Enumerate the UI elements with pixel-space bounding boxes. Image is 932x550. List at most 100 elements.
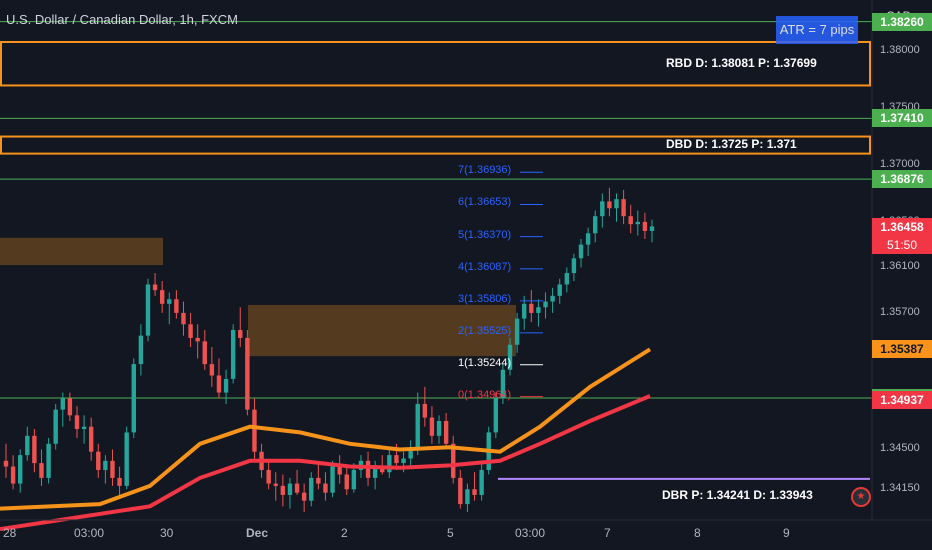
candle-body [344,474,349,490]
candle-body [287,483,293,495]
candle-body [351,469,357,490]
candle-body [621,199,626,217]
candle-body [479,469,484,495]
candle-body [451,443,456,478]
candle-body [3,460,9,467]
time-tick-label: 28 [3,526,17,540]
candle-body [522,303,527,319]
candle-body [202,341,207,365]
candle-body [443,421,449,444]
candle-body [635,221,641,225]
fib-level-label: 1(1.35244) [458,356,512,369]
candle-body [472,489,477,495]
price-tick-label: 1.34150 [880,482,920,495]
candle-body [649,226,655,231]
candle-body [195,337,200,342]
candle-body [415,403,420,450]
candle-body [408,449,413,459]
time-tick-label: 5 [447,526,454,540]
candle-body [145,284,151,336]
candle-body [273,483,278,486]
candle-body [422,403,428,418]
candle-body [607,201,612,209]
candle-body [436,421,442,436]
candle-body [88,426,94,452]
candle-body [103,460,108,470]
candle-body [39,463,44,478]
candle-body [628,216,633,225]
time-tick-label: 03:00 [515,526,546,540]
price-tag-3: 1.36458 [872,217,932,236]
candle-body [593,216,598,234]
candle-body [301,492,307,501]
candle-body [67,398,73,416]
ema-slow-line [0,394,651,532]
candle-body [32,435,37,464]
us-flag-icon[interactable]: ★ [851,487,871,507]
chart-title: U.S. Dollar / Canadian Dollar, 1h, FXCM [6,12,238,27]
candle-body [380,466,385,473]
zone-box-1 [0,135,871,155]
candle-body [10,466,16,484]
candle-body [458,477,463,505]
price-tag-1: 1.37410 [872,109,932,128]
candle-body [372,466,378,478]
candle-body [507,344,513,370]
candle-body [46,443,51,478]
fib-level-label: 5(1.36370) [458,228,512,241]
fib-level-label: 7(1.36936) [458,164,512,177]
fib-extension [520,171,543,398]
zone-label-1: DBD D: 1.3725 P: 1.371 [666,137,797,152]
candle-body [500,369,506,399]
candle-body [245,337,250,410]
candle-body [131,364,136,433]
countdown-tag: 51:50 [872,235,932,254]
candle-body [152,284,158,291]
candle-body [365,460,371,478]
candle-body [209,364,215,376]
candle-body [181,312,186,325]
candle-body [543,301,548,308]
supply-shade-mid [248,304,516,357]
candle-body [493,398,499,433]
time-tick-label: 30 [160,526,174,540]
candle-body [53,409,58,444]
price-tag-4: 1.35387 [872,339,932,358]
candle-body [174,299,179,313]
candle-body [167,299,172,304]
candle-body [514,318,520,345]
candle-body [266,469,271,484]
price-tick-label: 1.38000 [880,44,920,57]
price-tick-label: 1.35700 [880,305,920,318]
candle-body [238,329,243,338]
candle-body [188,324,193,338]
candle-body [571,258,577,274]
candle-body [387,455,392,473]
candle-body [96,451,101,470]
candle-body [216,375,222,393]
zone-box-0 [0,40,871,87]
moving-averages [0,347,652,532]
candle-body [600,201,605,217]
candle-body [337,466,342,475]
atr-indicator-box[interactable]: ATR = 7 pips [776,16,858,44]
candle-body [252,409,257,452]
fib-level-label: 3(1.35806) [458,292,512,305]
candle-body [614,199,619,209]
candle-body [642,221,648,231]
price-tag-0: 1.38260 [872,12,932,31]
candle-body [585,233,591,245]
candle-body [294,483,300,493]
candle-body [110,460,115,478]
time-tick-label: 9 [783,526,790,540]
fib-level-label: 2(1.35525) [458,324,512,337]
candle-body [124,432,129,486]
dbr-label: DBR P: 1.34241 D: 1.33943 [662,487,813,502]
time-tick-label: 7 [604,526,611,540]
time-tick-label: 2 [341,526,348,540]
demand-shade-left [0,237,163,266]
price-tick-label: 1.36100 [880,260,920,273]
candle-body [81,426,87,429]
